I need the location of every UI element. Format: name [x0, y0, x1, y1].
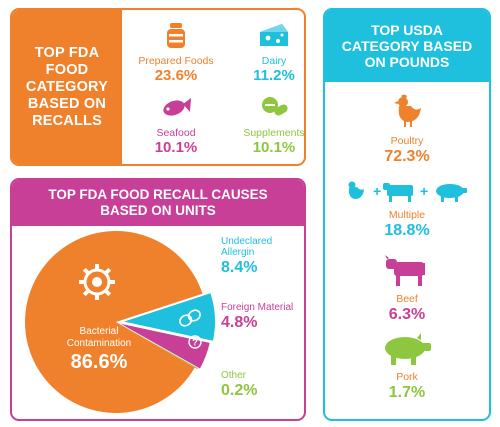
usda-item-label: Multiple	[388, 209, 426, 221]
recall-causes-panel: TOP FDA FOOD RECALL CAUSES BASED ON UNIT…	[10, 178, 306, 421]
jar-icon	[167, 23, 185, 48]
pie-category-label: Bacterial Contamination	[66, 326, 132, 349]
category-label: Dairy	[261, 55, 287, 67]
usda-item-label: Poultry	[390, 135, 424, 147]
category-label: Seafood	[156, 127, 196, 139]
category-prepared-foods: Prepared Foods 23.6%	[126, 20, 226, 85]
chicken-icon	[394, 94, 421, 127]
recall-causes-title-block: TOP FDA FOOD RECALL CAUSES BASED ON UNIT…	[12, 180, 304, 226]
category-supplements: Supplements 10.1%	[224, 94, 305, 157]
pill-icon	[262, 97, 288, 116]
fda-category-title: TOP FDA FOOD CATEGORY BASED ON RECALLS	[25, 44, 109, 129]
usda-category-title-block: TOP USDA CATEGORY BASED ON POUNDS	[325, 10, 489, 82]
recall-causes-pie-chart: ?	[25, 231, 215, 413]
usda-item-value: 18.8%	[384, 222, 430, 239]
fda-category-title-block: TOP FDA FOOD CATEGORY BASED ON RECALLS	[12, 10, 122, 164]
category-value: 10.1%	[154, 139, 198, 156]
category-value: 23.6%	[154, 67, 198, 84]
bacteria-gear-icon	[79, 264, 115, 300]
legend-label: Other	[221, 370, 247, 381]
pie-slice-bacterial-contamination	[25, 231, 203, 413]
legend-label: Undeclared Allergin	[221, 236, 273, 258]
legend-value: 8.4%	[221, 259, 258, 276]
svg-text:?: ?	[192, 338, 198, 348]
legend-other: Other 0.2%	[221, 370, 304, 401]
usda-item-value: 72.3%	[384, 148, 430, 165]
category-dairy: Dairy 11.2%	[224, 20, 304, 85]
legend-label: Foreign Material	[221, 302, 294, 313]
peanut-icon	[179, 309, 201, 327]
category-seafood: Seafood 10.1%	[126, 94, 226, 157]
svg-text:+: +	[420, 183, 428, 199]
pie-slice-other	[118, 323, 198, 370]
category-value: 11.2%	[253, 67, 295, 84]
usda-item-pork: Pork 1.7%	[325, 332, 489, 402]
pie-label-bacterial: Bacterial Contamination 86.6%	[54, 326, 144, 374]
category-value: 10.1%	[252, 139, 296, 156]
usda-item-value: 1.7%	[388, 384, 426, 401]
usda-item-label: Pork	[396, 371, 418, 383]
usda-item-multiple: + + Multiple 18.8%	[325, 178, 489, 240]
usda-item-beef: Beef 6.3%	[325, 254, 489, 324]
category-label: Supplements	[243, 127, 305, 139]
legend-value: 0.2%	[221, 382, 258, 399]
pie-value-label: 86.6%	[70, 351, 128, 373]
pie-slice-foreign-material	[120, 323, 210, 369]
cow-icon	[385, 255, 425, 286]
pie-slice-undeclared-allergin	[123, 293, 215, 341]
usda-category-title: TOP USDA CATEGORY BASED ON POUNDS	[341, 22, 473, 70]
category-label: Prepared Foods	[138, 55, 214, 67]
usda-item-label: Beef	[396, 293, 418, 305]
chart-title: TOP FDA FOOD RECALL CAUSES BASED ON UNIT…	[48, 187, 268, 218]
usda-item-poultry: Poultry 72.3%	[325, 92, 489, 166]
usda-category-panel: TOP USDA CATEGORY BASED ON POUNDS Poultr…	[323, 8, 491, 421]
svg-text:+: +	[373, 183, 381, 199]
pig-icon	[385, 333, 431, 365]
legend-undeclared-allergin: Undeclared Allergin 8.4%	[221, 236, 304, 278]
fda-category-panel: TOP FDA FOOD CATEGORY BASED ON RECALLS P…	[10, 8, 306, 166]
cheese-icon	[260, 24, 288, 46]
fish-icon	[163, 98, 191, 116]
chicken-cow-pig-icon: + +	[348, 181, 467, 202]
question-icon: ?	[188, 335, 202, 349]
legend-value: 4.8%	[221, 314, 258, 331]
usda-item-value: 6.3%	[388, 306, 426, 323]
legend-foreign-material: Foreign Material 4.8%	[221, 302, 304, 333]
